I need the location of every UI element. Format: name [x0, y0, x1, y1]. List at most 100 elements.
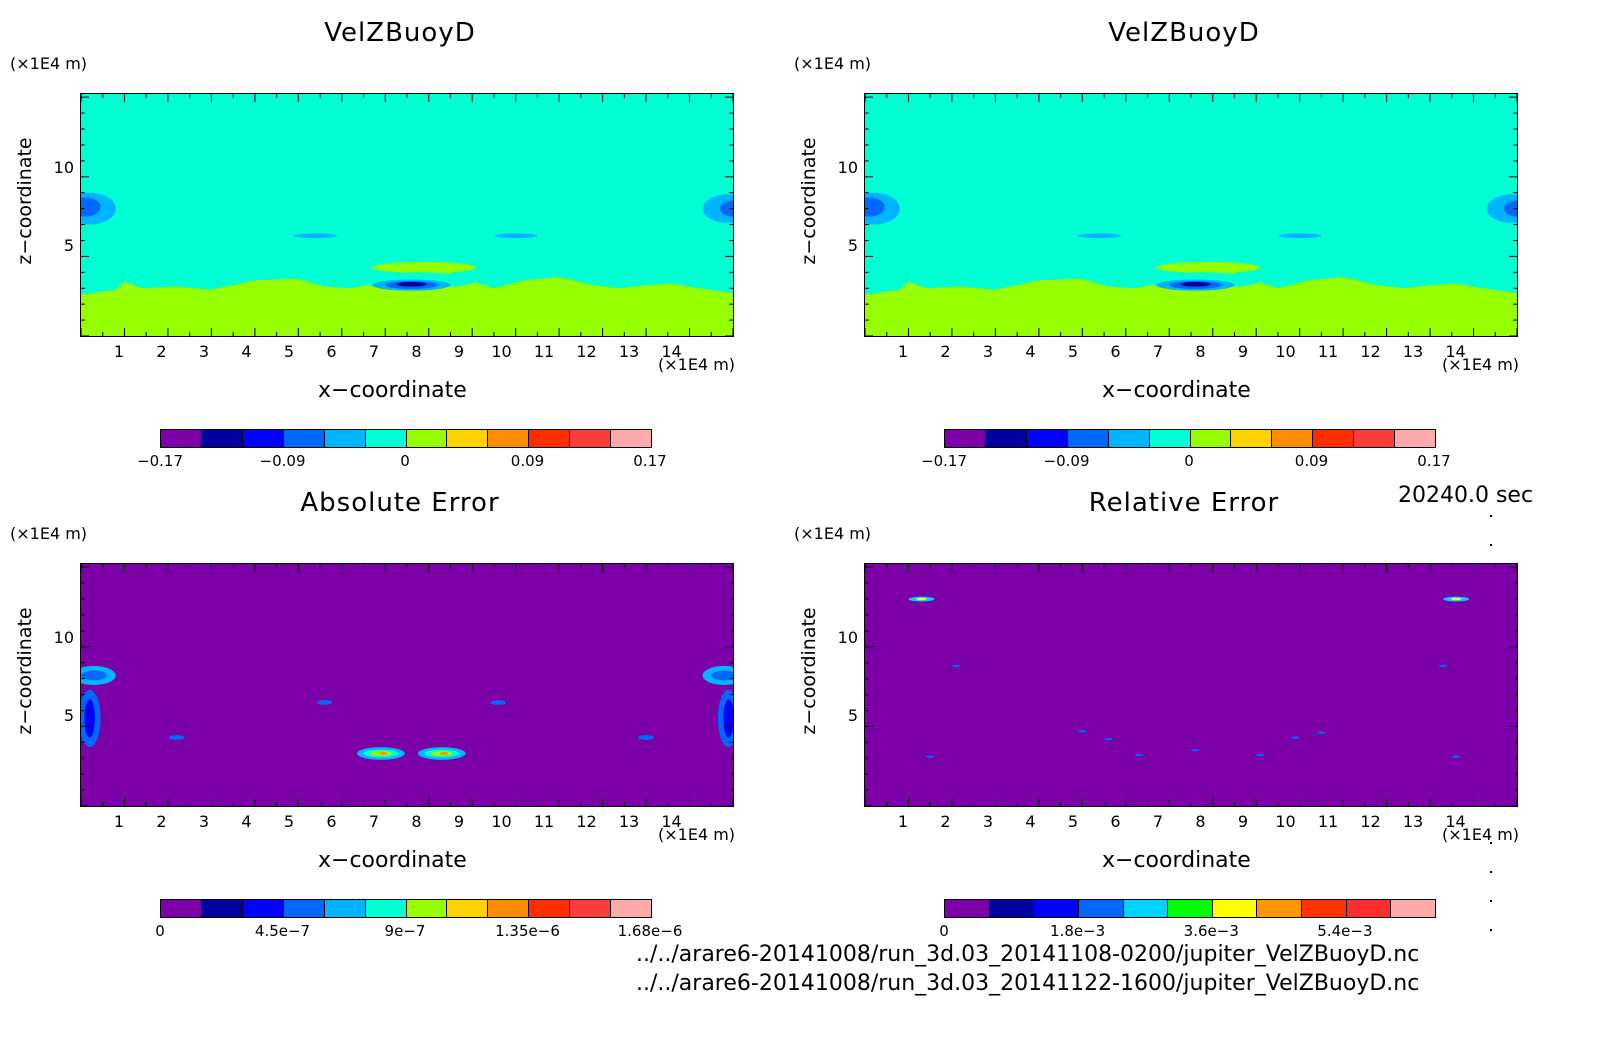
colorbar-swatch: [1313, 430, 1355, 447]
colorbar-tick-label: 0: [1184, 452, 1194, 470]
colorbar: [944, 429, 1436, 448]
colorbar-swatch: [529, 430, 571, 447]
colorbar-swatch: [1078, 900, 1124, 917]
x-tick-label: 11: [1317, 812, 1339, 831]
file-path-1: ../../arare6-20141008/run_3d.03_20141108…: [636, 942, 1420, 967]
y-tick-label: 5: [847, 706, 858, 725]
y-tick-label: 10: [837, 158, 858, 177]
x-tick-label: 13: [618, 812, 640, 831]
x-tick-label: 4: [241, 342, 252, 361]
edge-error-blob: [711, 670, 733, 681]
rel-error-dot: [1134, 753, 1144, 757]
negative-streak: [1077, 233, 1122, 239]
error-dot: [316, 700, 333, 705]
x-tick-label: 2: [156, 342, 167, 361]
colorbar-swatch: [529, 900, 571, 917]
colorbar-swatch: [1123, 900, 1169, 917]
x-tick-label: 4: [1025, 342, 1036, 361]
x-axis-label: x−coordinate: [1102, 378, 1251, 403]
x-tick-label: 4: [1025, 812, 1036, 831]
x-tick-label: 1: [113, 342, 125, 361]
negative-core: [1180, 281, 1211, 287]
colorbar-swatch: [570, 900, 612, 917]
colorbar-swatch: [1149, 430, 1191, 447]
x-tick-label: 13: [618, 342, 640, 361]
y-axis-label: z−coordinate: [798, 137, 820, 265]
colorbar-swatch: [324, 900, 366, 917]
error-dot: [168, 735, 185, 740]
error-dot: [490, 700, 507, 705]
negative-core: [396, 281, 427, 287]
colorbar-swatch: [1395, 430, 1436, 447]
chart-panel: VelZBuoyD (×1E4 m) z−coordinate 10 5 1 2 3 4 5 6 7 8…: [0, 0, 780, 480]
colorbar-swatch: [985, 430, 1027, 447]
colorbar-swatch: [283, 430, 325, 447]
colorbar-tick-label: 1.68e−6: [617, 922, 683, 940]
x-tick-label: 8: [411, 342, 422, 361]
colorbar-swatch: [324, 430, 366, 447]
field-background: [81, 564, 733, 806]
colorbar-swatch: [1302, 900, 1347, 917]
x-tick-label: 3: [982, 812, 994, 831]
colorbar-swatch: [611, 900, 652, 917]
x-tick-label: 14: [1445, 342, 1466, 361]
colorbar-swatch: [1168, 900, 1213, 917]
x-tick-label: 1: [897, 812, 909, 831]
x-tick-label: 12: [1360, 812, 1381, 831]
margin-dot: [1490, 842, 1492, 844]
colorbar-swatch: [1354, 430, 1396, 447]
colorbar-swatch: [1346, 900, 1392, 917]
x-tick-label: 14: [661, 812, 682, 831]
y-tick-label: 10: [53, 628, 74, 647]
colorbar-swatch: [1257, 900, 1303, 917]
positive-cap: [1156, 261, 1261, 274]
x-tick-label: 11: [1317, 342, 1339, 361]
x-tick-label: 8: [1195, 812, 1206, 831]
y-tick-label: 10: [53, 158, 74, 177]
colorbar-swatch: [1272, 430, 1314, 447]
colorbar-tick-label: 1.35e−6: [495, 922, 560, 940]
colorbar-tick-label: 4.5e−7: [254, 922, 311, 940]
x-axis-label: x−coordinate: [318, 378, 467, 403]
heatmap-svg: [865, 94, 1517, 336]
colorbar-swatch: [406, 430, 448, 447]
x-tick-label: 14: [661, 342, 682, 361]
heatmap-svg: [865, 564, 1517, 806]
edge-blob-left: [865, 197, 885, 217]
rel-error-dot: [1256, 753, 1265, 757]
edge-blob-right: [1503, 200, 1517, 217]
rel-error-dot: [1191, 749, 1200, 752]
colorbar-tick-label: −0.09: [259, 452, 306, 470]
colorbar-swatch: [611, 430, 652, 447]
x-unit-label: (×1E4 m): [1442, 825, 1520, 844]
heatmap-svg: [81, 564, 733, 806]
x-tick-label: 7: [1152, 342, 1164, 361]
rel-error-dot: [951, 664, 961, 668]
x-tick-label: 1: [897, 342, 909, 361]
rel-error-dot: [1317, 731, 1326, 734]
chart-panel: Relative Error (×1E4 m) z−coordinate 10 5 1 2 3…: [784, 470, 1564, 950]
x-tick-label: 7: [368, 812, 380, 831]
x-axis-label: x−coordinate: [318, 848, 467, 873]
heatmap-plot: [864, 93, 1518, 337]
colorbar-swatch: [1212, 900, 1258, 917]
x-tick-label: 14: [1445, 812, 1466, 831]
x-tick-label: 5: [283, 342, 295, 361]
edge-error-blob: [81, 670, 108, 681]
x-tick-label: 2: [156, 812, 167, 831]
x-tick-label: 12: [1360, 342, 1381, 361]
rel-error-peak: [1450, 597, 1462, 601]
colorbar-tick-label: 1.8e−3: [1050, 922, 1106, 940]
error-peak: [378, 752, 388, 755]
x-tick-label: 6: [326, 812, 337, 831]
margin-dot: [1490, 900, 1492, 902]
colorbar-tick-label: 9e−7: [384, 922, 426, 940]
colorbar-swatch: [1108, 430, 1150, 447]
x-tick-label: 1: [113, 812, 125, 831]
colorbar: [160, 899, 652, 918]
colorbar-swatch: [945, 430, 986, 447]
colorbar-tick-label: 0.09: [1294, 452, 1329, 470]
x-tick-label: 9: [453, 342, 465, 361]
colorbar-swatch: [1067, 430, 1109, 447]
x-tick-label: 6: [1110, 342, 1121, 361]
